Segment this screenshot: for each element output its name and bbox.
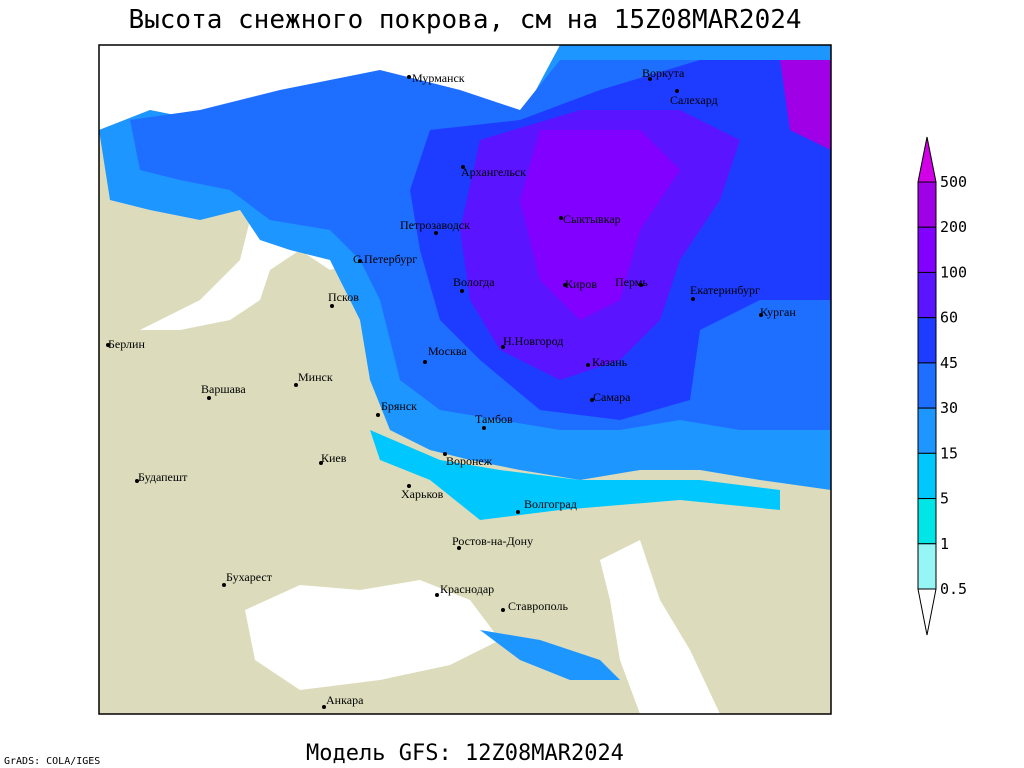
legend-box: [917, 181, 937, 228]
legend-label: 15: [940, 444, 958, 462]
legend-label: 100: [940, 263, 967, 281]
title: Высота снежного покрова, см на 15Z08MAR2…: [128, 5, 801, 35]
city-label: Берлин: [108, 337, 145, 351]
city-label: Воронеж: [446, 454, 493, 468]
legend-label: 500: [940, 173, 967, 191]
legend-label: 60: [940, 309, 958, 327]
city-label: Н.Новгород: [503, 334, 563, 348]
city-dot: [482, 426, 486, 430]
legend-bottom-arrow: [917, 588, 937, 636]
city-label: Брянск: [381, 399, 417, 413]
city-dot: [559, 216, 563, 220]
city-dot: [135, 479, 139, 483]
city-label: Екатеринбург: [690, 283, 760, 297]
legend-top-arrow: [917, 136, 937, 183]
city-dot: [376, 413, 380, 417]
city-dot: [319, 461, 323, 465]
city-dot: [322, 705, 326, 709]
snow-caucasus: [480, 630, 620, 680]
credit: GrADS: COLA/IGES: [4, 756, 100, 767]
city-label: Волгоград: [524, 497, 577, 511]
city-dot: [639, 283, 643, 287]
city-label: Москва: [428, 344, 467, 358]
city-label: Архангельск: [461, 165, 526, 179]
snow-5: [370, 430, 780, 520]
city-dot: [691, 297, 695, 301]
legend-label: 45: [940, 354, 958, 372]
city-label: Краснодар: [440, 582, 494, 596]
legend: 500 200 100 60 45 30 15 5 1 0.5: [917, 136, 967, 636]
city-dot: [516, 510, 520, 514]
city-label: Минск: [298, 370, 333, 384]
city-dot: [759, 313, 763, 317]
legend-box: [917, 543, 937, 590]
legend-label: 1: [940, 535, 949, 553]
city-dot: [563, 283, 567, 287]
city-label: Мурманск: [412, 71, 465, 85]
map: [98, 44, 832, 715]
city-dot: [435, 593, 439, 597]
city-dot: [461, 165, 465, 169]
city-label: Ставрополь: [508, 599, 568, 613]
city-dot: [586, 363, 590, 367]
city-dot: [358, 259, 362, 263]
city-label: С.Петербург: [353, 252, 417, 266]
city-label: Петрозаводск: [400, 218, 470, 232]
city-dot: [460, 289, 464, 293]
snow-200: [780, 60, 831, 150]
city-dot: [294, 383, 298, 387]
caspian: [600, 540, 720, 714]
city-dot: [434, 231, 438, 235]
city-label: Казань: [592, 355, 628, 369]
city-label: Анкара: [326, 693, 364, 707]
city-label: Сыктывкар: [563, 212, 621, 226]
city-label: Вологда: [453, 275, 495, 289]
city-label: Салехард: [670, 93, 718, 107]
city-label: Курган: [760, 305, 796, 319]
city-dot: [207, 396, 211, 400]
map-frame: [98, 44, 832, 715]
city-dot: [457, 546, 461, 550]
black-sea: [245, 580, 500, 690]
city-label: Пермь: [615, 275, 648, 289]
city-label: Варшава: [201, 382, 246, 396]
city-dot: [330, 304, 334, 308]
city-dot: [423, 360, 427, 364]
city-dot: [407, 75, 411, 79]
city-label: Будапешт: [138, 470, 188, 484]
legend-box: [917, 226, 937, 273]
legend-box: [917, 362, 937, 409]
city-dot: [501, 608, 505, 612]
legend-box: [917, 498, 937, 545]
city-dot: [501, 345, 505, 349]
city-label: Киев: [321, 451, 347, 465]
city-dot: [443, 452, 447, 456]
city-label: Ростов-на-Дону: [452, 534, 533, 548]
city-dot: [675, 89, 679, 93]
snow-100: [520, 130, 680, 320]
city-label: Псков: [328, 290, 359, 304]
city-dot: [590, 398, 594, 402]
city-label: Воркута: [642, 66, 685, 80]
city-dot: [222, 583, 226, 587]
cities: Мурманск Воркута Салехард Архангельск Сыктыв…: [106, 66, 796, 709]
legend-label: 200: [940, 218, 967, 236]
city-dot: [106, 343, 110, 347]
legend-label: 0.5: [940, 580, 967, 598]
legend-label: 5: [940, 490, 949, 508]
legend-label: 30: [940, 399, 958, 417]
model-label: Модель GFS: 12Z08MAR2024: [306, 741, 624, 766]
city-label: Харьков: [401, 487, 444, 501]
city-dot: [407, 484, 411, 488]
city-label: Киров: [565, 277, 597, 291]
city-label: Тамбов: [475, 412, 513, 426]
city-label: Самара: [593, 390, 631, 404]
legend-box: [917, 317, 937, 364]
legend-box: [917, 271, 937, 319]
city-dot: [648, 77, 652, 81]
legend-box: [917, 452, 937, 500]
legend-box: [917, 407, 937, 454]
city-label: Бухарест: [226, 570, 273, 584]
